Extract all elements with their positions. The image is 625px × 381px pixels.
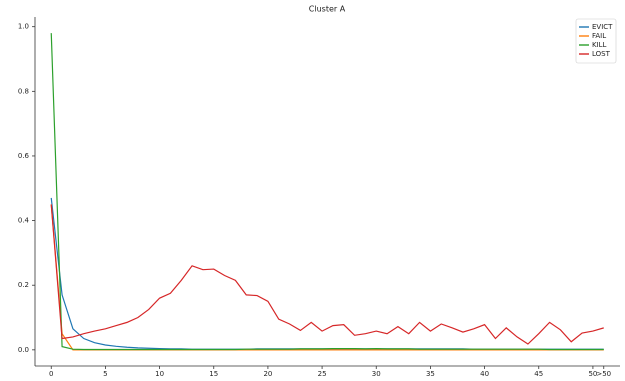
y-tick-label: 0.6 (18, 152, 30, 160)
line-series (50, 204, 604, 345)
legend-label: FAIL (592, 32, 606, 40)
x-tick-label: 35 (426, 370, 435, 377)
y-tick-label: 0.4 (18, 217, 30, 225)
x-tick-label: 25 (318, 370, 327, 377)
x-tick-label: 0 (49, 370, 53, 377)
x-tick-label: 45 (534, 370, 543, 377)
y-tick-label: 0.2 (18, 281, 29, 289)
x-tick-label: 30 (372, 370, 381, 377)
x-tick-label: 50 (588, 370, 597, 377)
x-tick-label: 15 (209, 370, 218, 377)
line-series (50, 197, 604, 350)
chart-title: Cluster A (309, 5, 346, 14)
y-tick-label: 1.0 (18, 23, 29, 31)
line-series (50, 33, 604, 351)
y-tick-label: 0.8 (18, 87, 29, 95)
legend-label: EVICT (592, 23, 613, 31)
x-tick-label: 40 (480, 370, 489, 377)
legend-box (575, 18, 617, 64)
x-tick-label: >50 (596, 370, 611, 377)
x-tick-label: 10 (155, 370, 164, 377)
y-tick-label: 0.0 (18, 346, 29, 354)
legend-label: LOST (592, 50, 611, 58)
x-tick-label: 20 (263, 370, 272, 377)
x-tick-label: 5 (103, 370, 107, 377)
legend-label: KILL (592, 41, 607, 49)
